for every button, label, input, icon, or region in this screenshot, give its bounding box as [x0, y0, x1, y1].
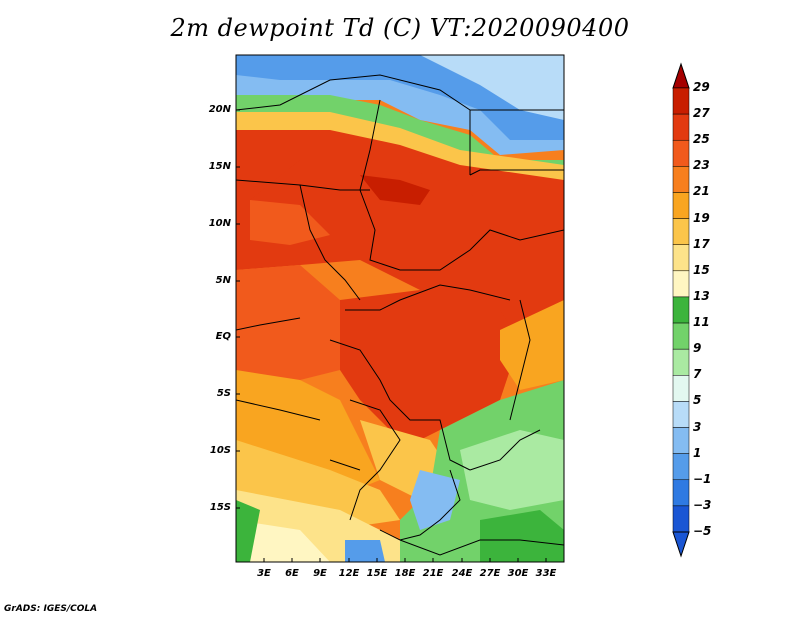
colorbar-swatch: [672, 505, 690, 533]
colorbar-swatch: [672, 348, 690, 376]
colorbar-swatch: [672, 427, 690, 454]
grads-credit: GrADS: IGES/COLA: [4, 604, 98, 614]
lon-label: 33E: [535, 568, 557, 579]
colorbar-label: 15: [693, 262, 710, 277]
lon-label: 30E: [507, 568, 529, 579]
colorbar-swatch: [672, 244, 690, 272]
colorbar-label: 3: [693, 419, 702, 434]
colorbar-label: −1: [693, 471, 712, 486]
lat-label: 20N: [208, 104, 231, 115]
dewpoint-field: [236, 55, 564, 562]
colorbar-label: 21: [693, 184, 710, 199]
colorbar-label: −5: [693, 524, 712, 538]
colorbar-label: 1: [693, 445, 702, 460]
colorbar-label: 11: [693, 315, 710, 330]
colorbar-swatch: [672, 401, 690, 428]
lat-label: 5N: [215, 275, 231, 286]
lon-label: 21E: [422, 568, 444, 579]
lon-label: 15E: [366, 568, 388, 579]
colorbar-label: 25: [693, 132, 710, 147]
colorbar-swatch: [672, 296, 690, 324]
colorbar-swatch: [672, 479, 690, 507]
axis-ticks: [236, 109, 547, 562]
lon-label: 18E: [394, 568, 416, 579]
colorbar-label: 7: [693, 367, 702, 382]
colorbar-swatch: [672, 87, 690, 115]
colorbar-swatch: [672, 270, 690, 298]
colorbar-label: 17: [693, 236, 710, 251]
colorbar-bottom-arrow: [672, 531, 690, 558]
lon-label: 3E: [257, 568, 271, 579]
colorbar-top-arrow: [672, 62, 690, 89]
lat-label: 10S: [209, 445, 231, 456]
lon-label: 27E: [479, 568, 501, 579]
colorbar-label: 13: [693, 288, 710, 303]
lat-label: 5S: [216, 388, 231, 399]
lon-label: 24E: [451, 568, 473, 579]
colorbar-swatch: [672, 322, 690, 350]
colorbar-swatch: [672, 113, 690, 141]
colorbar-swatch: [672, 166, 690, 193]
lon-label: 6E: [285, 568, 299, 579]
colorbar-label: 29: [693, 80, 710, 94]
colorbar-label: 27: [693, 106, 710, 121]
lat-label: 10N: [208, 218, 231, 229]
colorbar-swatch: [672, 192, 690, 219]
lat-label: 15N: [208, 161, 231, 172]
colorbar-swatch: [672, 375, 690, 402]
figure-title: 2m dewpoint Td (C) VT:2020090400: [170, 14, 630, 42]
colorbar-swatch: [672, 453, 690, 481]
country-borders: [236, 74, 564, 556]
lat-label: EQ: [215, 331, 231, 342]
lat-label: 15S: [209, 502, 231, 513]
lon-label: 12E: [338, 568, 360, 579]
map-frame: [235, 54, 565, 563]
colorbar-swatch: [672, 218, 690, 245]
lon-label: 9E: [313, 568, 327, 579]
colorbar-label: 9: [693, 341, 702, 356]
colorbar-label: −3: [693, 497, 712, 512]
colorbar: [672, 62, 690, 558]
colorbar-swatch: [672, 139, 690, 167]
colorbar-label: 5: [693, 393, 702, 408]
colorbar-label: 19: [693, 210, 710, 225]
colorbar-label: 23: [693, 158, 710, 173]
